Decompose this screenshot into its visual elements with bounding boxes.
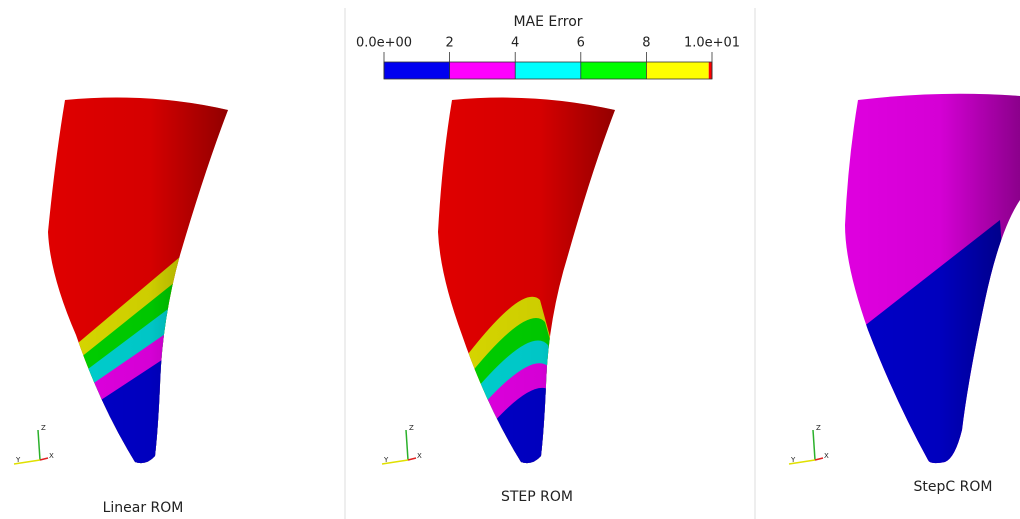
colorbar-title: MAE Error <box>513 14 582 30</box>
panel-label: StepC ROM <box>914 479 993 495</box>
blade <box>845 93 1020 464</box>
colorbar-segment <box>580 62 647 79</box>
axis-x <box>814 457 824 461</box>
axis-label: Y <box>790 456 796 464</box>
axis-x <box>39 457 49 461</box>
panel-label: STEP ROM <box>501 489 573 505</box>
blade <box>438 97 615 464</box>
axis-label: X <box>49 452 54 460</box>
colorbar-segment <box>708 62 712 79</box>
axis-label: Y <box>15 456 21 464</box>
axis-label: Z <box>41 424 46 432</box>
axis-z <box>37 429 41 461</box>
colorbar-tick-label: 6 <box>577 36 585 51</box>
axis-y <box>13 459 41 465</box>
colorbar-segment <box>384 62 450 79</box>
colorbar-segment <box>449 62 516 79</box>
axis-label: X <box>824 452 829 460</box>
colorbar-segment <box>646 62 709 79</box>
colorbar-tick-label: 4 <box>511 36 519 51</box>
panel-label: Linear ROM <box>103 500 184 516</box>
axis-label: Y <box>383 456 389 464</box>
axis-label: Z <box>816 424 821 432</box>
axis-z <box>405 429 409 461</box>
colorbar-tick-label: 2 <box>445 36 453 51</box>
colorbar-tick-label: 0.0e+00 <box>356 36 412 51</box>
axis-z <box>812 429 816 461</box>
axis-label: X <box>417 452 422 460</box>
axis-label: Z <box>409 424 414 432</box>
colorbar-tick-label: 8 <box>642 36 650 51</box>
axis-y <box>381 459 409 465</box>
colorbar-tick-label: 1.0e+01 <box>684 36 740 51</box>
colorbar-segment <box>515 62 581 79</box>
axis-y <box>788 459 816 465</box>
axis-x <box>407 457 417 461</box>
